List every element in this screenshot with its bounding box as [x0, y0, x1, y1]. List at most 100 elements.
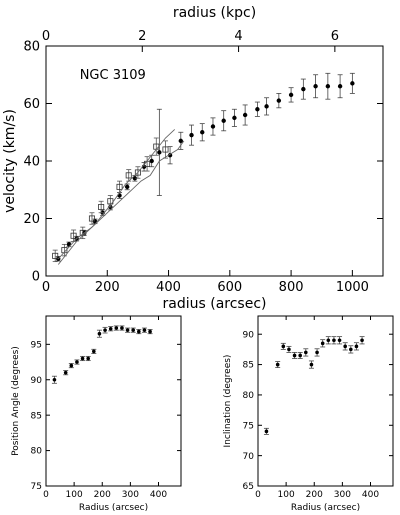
data-point [103, 328, 107, 332]
data-point [69, 363, 74, 368]
data-point [337, 338, 342, 343]
data-point [132, 176, 138, 181]
data-point [232, 115, 237, 121]
data-point [162, 146, 169, 153]
x-axis-label: Radius (arcsec) [79, 503, 148, 513]
y-tick-label: 90 [243, 330, 255, 340]
data-point [350, 81, 355, 86]
x-tick-label: 300 [334, 490, 351, 500]
y-tick-label: 95 [31, 340, 42, 350]
x-tick-label: 800 [279, 280, 304, 295]
y-axis-label: Inclination (degrees) [223, 355, 233, 448]
data-point [120, 326, 124, 330]
inclination-panel: 0 100 200 300 400 65 70 75 80 85 90 Radius (arcsec)… [223, 315, 394, 513]
data-point [80, 356, 85, 361]
x-tick-label: 400 [150, 490, 167, 500]
data-point [63, 370, 68, 375]
data-point [125, 328, 130, 332]
data-point [98, 203, 105, 210]
data-point [337, 84, 343, 89]
plot-frame [45, 315, 182, 487]
x-tick-label: 100 [278, 490, 295, 500]
y-tick-label: 80 [31, 447, 43, 457]
x-tick-label: 1000 [336, 280, 369, 295]
data-point [86, 356, 90, 361]
data-point [134, 169, 141, 176]
data-point [315, 350, 319, 355]
x-tick-label: 300 [122, 490, 139, 500]
y-tick-label: 75 [31, 482, 42, 492]
x-tick-label: 0 [43, 490, 49, 500]
data-point [309, 362, 314, 367]
data-point [360, 338, 364, 343]
y-tick-label: 90 [31, 376, 43, 386]
data-point [108, 326, 113, 331]
data-point [354, 344, 359, 349]
data-point [75, 360, 79, 364]
data-point [264, 429, 269, 434]
y-tick-label: 60 [23, 97, 40, 112]
data-point [221, 118, 226, 123]
data-point [298, 353, 302, 358]
data-point [210, 124, 216, 129]
data-point [167, 153, 173, 158]
x2-axis-label: radius (kpc) [173, 5, 256, 21]
x-tick-label: 200 [95, 280, 120, 295]
data-point [131, 328, 135, 332]
data-point [125, 172, 132, 179]
data-point [264, 104, 269, 109]
y-tick-label: 70 [243, 452, 255, 462]
plot-frame [257, 315, 394, 487]
y-tick-label: 0 [32, 270, 40, 285]
model-curve [57, 140, 185, 260]
data-point [349, 347, 353, 352]
data-point [189, 132, 194, 138]
y-tick-label: 80 [23, 40, 40, 55]
y-tick-label: 65 [243, 482, 254, 492]
y-tick-label: 85 [243, 361, 254, 371]
data-point [148, 329, 152, 334]
x-tick-label: 200 [94, 490, 111, 500]
data-point [88, 215, 95, 222]
x-tick-label: 200 [306, 490, 323, 500]
data-point [52, 377, 57, 382]
y-tick-label: 20 [23, 212, 40, 227]
series-0 [51, 325, 153, 384]
data-point [70, 232, 77, 239]
data-point [292, 353, 297, 358]
data-point [275, 362, 280, 367]
data-point [142, 328, 147, 332]
data-point [92, 349, 96, 354]
data-point [325, 84, 331, 89]
series-0 [55, 72, 355, 262]
data-point [242, 112, 248, 118]
y-tick-label: 40 [23, 155, 40, 170]
data-point [332, 338, 336, 343]
data-point [149, 158, 154, 164]
data-point [288, 92, 294, 98]
x2-tick-label: 6 [331, 29, 339, 44]
data-point [200, 130, 205, 135]
galaxy-name-label: NGC 3109 [80, 68, 146, 83]
x-tick-label: 400 [362, 490, 379, 500]
data-point [52, 252, 59, 259]
x2-tick-label: 4 [234, 29, 242, 44]
y-axis-label: Position Angle (degrees) [11, 346, 21, 456]
data-point [343, 344, 347, 349]
y-axis-label: velocity (km/s) [2, 109, 18, 213]
y-tick-label: 80 [243, 391, 255, 401]
data-point [137, 329, 141, 334]
x-tick-label: 600 [217, 280, 242, 295]
position-angle-panel: 0 100 200 300 400 75 80 85 90 95 Radius (arcsec) Po… [11, 315, 182, 513]
x2-tick-label: 0 [42, 29, 50, 44]
data-point [326, 338, 331, 343]
x-axis-label: Radius (arcsec) [291, 503, 360, 513]
x2-tick-label: 2 [138, 29, 146, 44]
data-point [97, 331, 102, 336]
series-2 [57, 129, 176, 265]
data-point [255, 107, 260, 112]
data-point [124, 184, 130, 190]
x-tick-label: 100 [66, 490, 83, 500]
